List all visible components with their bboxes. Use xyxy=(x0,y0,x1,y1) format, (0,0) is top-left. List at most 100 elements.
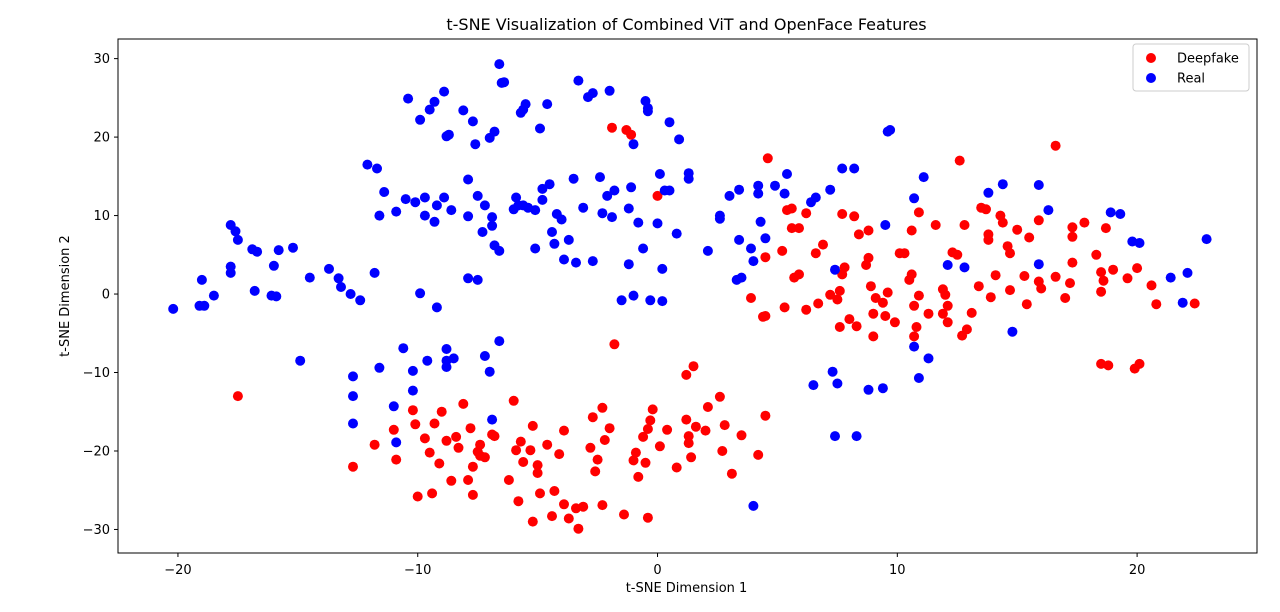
point-real-60 xyxy=(446,205,457,216)
point-deepfake-122 xyxy=(868,331,879,342)
point-real-154 xyxy=(753,188,764,199)
point-deepfake-53 xyxy=(590,466,601,477)
point-real-53 xyxy=(439,192,450,203)
point-deepfake-3 xyxy=(388,424,399,435)
point-deepfake-172 xyxy=(1050,271,1061,282)
point-real-129 xyxy=(642,106,653,117)
x-tick-label: 20 xyxy=(1129,563,1146,578)
point-deepfake-82 xyxy=(714,391,725,402)
point-real-124 xyxy=(628,139,639,150)
point-real-24 xyxy=(348,371,358,382)
point-deepfake-37 xyxy=(527,516,538,527)
point-deepfake-109 xyxy=(834,285,845,296)
point-real-168 xyxy=(837,163,848,174)
point-real-151 xyxy=(748,256,759,267)
point-real-33 xyxy=(379,187,390,197)
point-real-101 xyxy=(549,238,560,249)
point-real-185 xyxy=(1007,326,1018,337)
point-deepfake-19 xyxy=(463,475,474,485)
point-real-161 xyxy=(808,380,819,391)
point-real-12 xyxy=(252,246,263,257)
point-real-93 xyxy=(530,243,541,254)
point-real-56 xyxy=(441,344,452,354)
point-real-82 xyxy=(494,336,505,347)
point-deepfake-163 xyxy=(1005,285,1015,296)
point-real-28 xyxy=(362,159,373,170)
point-real-181 xyxy=(942,260,953,270)
point-deepfake-51 xyxy=(585,442,596,453)
point-deepfake-191 xyxy=(1134,358,1145,369)
point-real-49 xyxy=(429,96,440,107)
y-tick-label: −30 xyxy=(83,523,110,538)
point-deepfake-92 xyxy=(760,311,771,321)
point-deepfake-90 xyxy=(760,410,771,421)
point-real-8 xyxy=(230,226,241,237)
point-real-96 xyxy=(537,194,548,205)
point-real-6 xyxy=(225,267,236,278)
point-deepfake-138 xyxy=(913,207,924,218)
point-real-187 xyxy=(1033,259,1044,270)
point-deepfake-58 xyxy=(604,423,615,434)
point-deepfake-105 xyxy=(813,298,824,309)
point-deepfake-38 xyxy=(532,468,543,478)
point-real-36 xyxy=(391,437,402,448)
point-real-70 xyxy=(477,227,488,237)
point-real-142 xyxy=(702,245,713,256)
x-tick-label: −10 xyxy=(404,563,431,578)
point-deepfake-29 xyxy=(503,475,514,485)
point-deepfake-12 xyxy=(434,458,445,469)
point-real-75 xyxy=(487,220,498,231)
point-deepfake-155 xyxy=(981,204,991,215)
point-real-162 xyxy=(810,192,821,203)
point-deepfake-145 xyxy=(942,317,953,328)
point-real-63 xyxy=(463,273,474,284)
point-real-108 xyxy=(573,75,584,86)
point-deepfake-56 xyxy=(597,402,608,413)
point-deepfake-1 xyxy=(348,461,358,472)
point-deepfake-86 xyxy=(736,430,747,441)
point-real-141 xyxy=(683,173,694,184)
point-real-171 xyxy=(863,384,874,395)
point-deepfake-187 xyxy=(1108,264,1119,275)
point-deepfake-148 xyxy=(954,155,965,166)
point-deepfake-59 xyxy=(609,339,620,350)
point-deepfake-87 xyxy=(746,293,756,303)
point-real-98 xyxy=(542,99,553,110)
point-real-130 xyxy=(645,295,656,306)
point-deepfake-95 xyxy=(779,302,790,313)
point-real-30 xyxy=(372,163,382,174)
point-deepfake-158 xyxy=(985,292,996,303)
point-real-29 xyxy=(369,267,380,278)
point-real-192 xyxy=(1134,238,1145,248)
point-deepfake-143 xyxy=(940,289,951,300)
point-deepfake-66 xyxy=(642,512,653,523)
point-real-16 xyxy=(273,245,284,256)
point-deepfake-36 xyxy=(527,420,538,431)
point-real-136 xyxy=(664,117,675,128)
point-real-69 xyxy=(472,274,483,285)
point-deepfake-45 xyxy=(559,425,569,436)
point-deepfake-102 xyxy=(801,208,812,219)
point-real-0 xyxy=(168,303,179,314)
point-deepfake-106 xyxy=(818,239,828,250)
point-real-153 xyxy=(753,180,764,191)
point-deepfake-5 xyxy=(407,405,418,416)
point-real-178 xyxy=(913,373,924,383)
point-real-11 xyxy=(249,285,260,296)
chart-title: t-SNE Visualization of Combined ViT and … xyxy=(446,15,926,34)
point-deepfake-84 xyxy=(719,420,730,431)
point-real-20 xyxy=(324,263,334,274)
point-real-169 xyxy=(849,163,860,174)
point-real-120 xyxy=(623,259,634,270)
point-real-26 xyxy=(348,418,358,429)
point-real-157 xyxy=(770,180,780,191)
point-real-15 xyxy=(271,291,282,302)
point-deepfake-144 xyxy=(942,300,953,311)
point-real-66 xyxy=(467,116,478,127)
point-real-40 xyxy=(407,365,418,376)
point-real-99 xyxy=(544,179,555,190)
point-real-38 xyxy=(400,194,411,205)
point-deepfake-60 xyxy=(619,509,629,520)
point-deepfake-14 xyxy=(441,435,452,446)
point-deepfake-159 xyxy=(990,270,1001,281)
